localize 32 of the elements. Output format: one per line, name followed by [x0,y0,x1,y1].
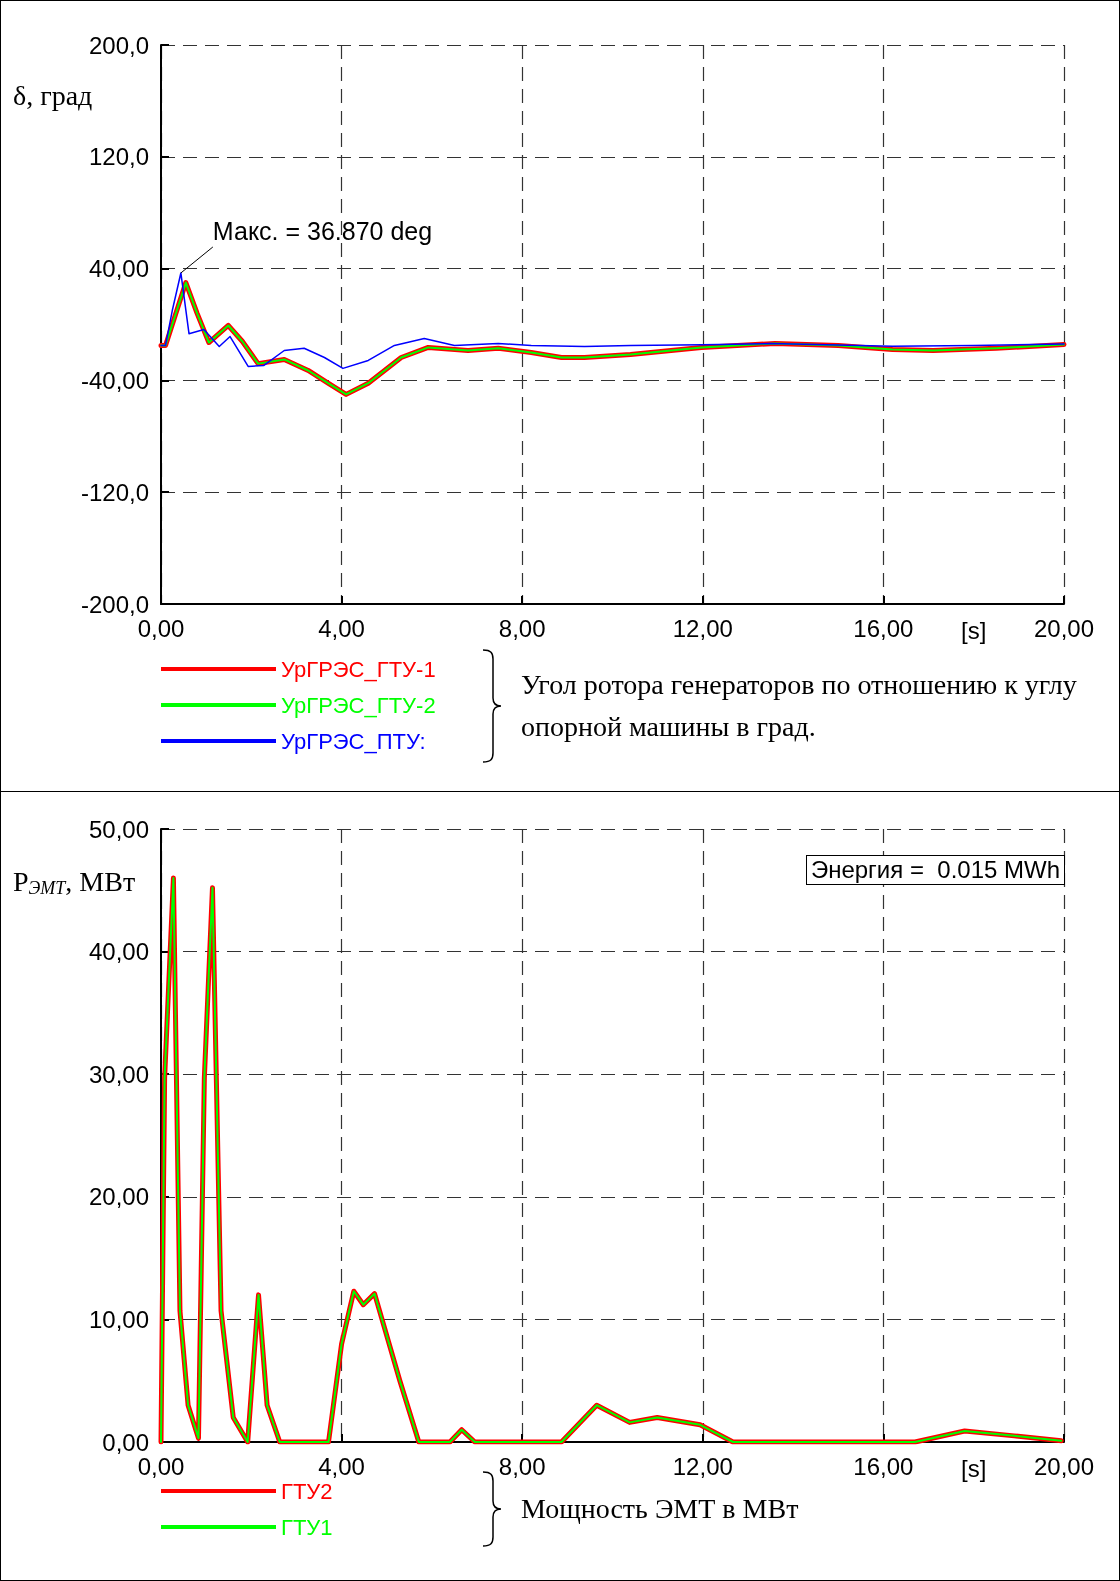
x-tick-label: 16,00 [853,1452,914,1480]
x-tick-label: 8,00 [498,1452,546,1480]
x-tick-label: 12,00 [672,614,733,642]
y-tick-label: 50,00 [88,815,149,843]
text: Угол ротора генераторов по отношению к углу опорной машины в град. [521,668,1078,744]
annotation: Макс. = 36.870 deg [212,217,433,246]
x-tick-label: 16,00 [853,614,914,642]
series-label: ГТУ2 [281,1478,333,1504]
text: Мощность ЭМТ в МВт [521,1492,800,1526]
x-tick-label: 20,00 [1033,1452,1095,1480]
y-tick-label: 120,0 [88,143,149,171]
y-tick-label: -40,00 [80,366,149,394]
x-tick-label: 4,00 [318,1452,365,1480]
y-tick-label: 40,00 [88,938,149,966]
y-tick-label: 30,00 [88,1060,149,1088]
y-tick-label: 40,00 [88,255,149,283]
y-tick-label: 200,0 [88,31,149,59]
x-axis-title: [s] [961,1454,987,1482]
text: ГТУ1 [281,1514,333,1540]
annotation: Энергия = 0.015 MWh [805,855,1065,885]
text: УрГРЭС_ГТУ-1 [281,656,436,682]
y-tick-label: 10,00 [88,1305,149,1333]
y-tick-label: -120,0 [80,478,149,506]
y-axis-title: δ, град [13,79,93,111]
text: УрГРЭС_ГТУ-2 [281,692,436,718]
x-tick-label: 4,00 [318,614,365,642]
text: УрГРЭС_ПТУ: [281,728,426,754]
x-axis-title: [s] [961,616,987,644]
x-tick-label: 8,00 [498,614,546,642]
x-tick-label: 20,00 [1033,614,1095,642]
y-tick-label: 20,00 [88,1183,149,1211]
x-tick-label: 12,00 [672,1452,733,1480]
